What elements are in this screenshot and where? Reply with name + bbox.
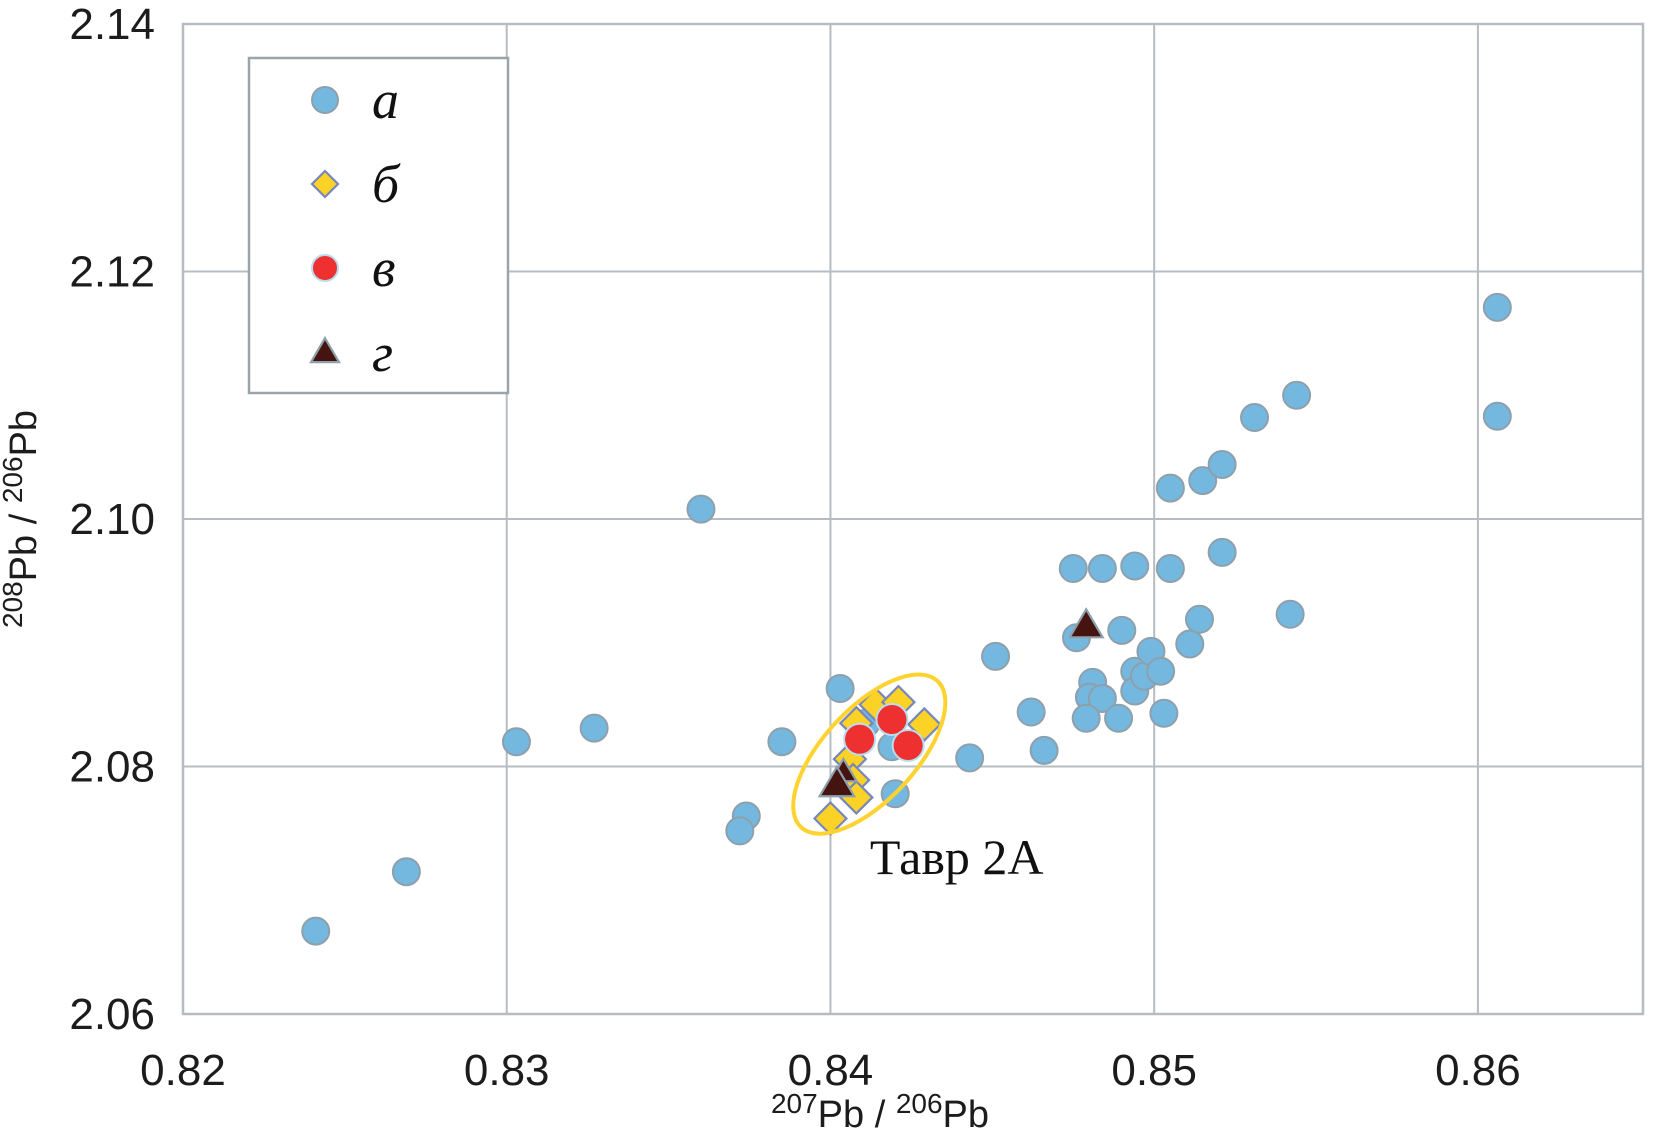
legend-label: а: [372, 70, 399, 130]
data-point: [1155, 554, 1185, 583]
data-point: [686, 494, 716, 524]
x-tick-label: 0.82: [140, 1046, 226, 1095]
data-point: [1155, 473, 1185, 503]
data-point: [1071, 703, 1101, 733]
series-в: [843, 702, 925, 762]
data-point: [579, 713, 609, 743]
x-tick-label: 0.83: [464, 1046, 550, 1095]
legend-item-г: г: [309, 323, 393, 383]
data-point: [891, 728, 925, 762]
y-tick-label: 2.12: [69, 248, 155, 297]
legend-item-в: в: [311, 238, 395, 298]
series-г: [817, 607, 1105, 798]
legend-label: в: [372, 238, 395, 298]
series-б: [812, 684, 942, 837]
data-point: [875, 702, 909, 736]
data-point: [1107, 615, 1137, 645]
x-tick-label: 0.86: [1435, 1046, 1521, 1095]
data-point: [1067, 607, 1105, 639]
data-point: [1058, 554, 1088, 583]
data-point: [1120, 551, 1150, 581]
y-tick-label: 2.06: [69, 990, 155, 1039]
data-point: [1275, 599, 1305, 629]
data-point: [391, 857, 421, 887]
data-point: [1188, 466, 1218, 496]
data-point: [1207, 537, 1237, 567]
data-point: [1146, 656, 1176, 686]
data-point: [1087, 554, 1117, 583]
y-tick-label: 2.14: [69, 0, 155, 49]
data-point: [767, 727, 797, 757]
data-point: [817, 764, 857, 798]
data-point: [955, 743, 985, 773]
data-point: [1149, 698, 1179, 728]
cluster-ellipse: [791, 672, 948, 836]
legend-item-а: а: [311, 70, 399, 130]
legend-label: б: [372, 154, 401, 214]
legend-box: [247, 56, 510, 395]
data-point: [501, 727, 531, 757]
data-point: [309, 335, 341, 364]
data-point: [1184, 604, 1214, 634]
data-point: [1482, 292, 1512, 322]
data-point: [1029, 735, 1059, 765]
plot-border: [181, 22, 1645, 1016]
data-point: [301, 916, 331, 946]
data-point: [1016, 697, 1046, 727]
data-point: [311, 254, 339, 282]
data-point: [825, 674, 855, 704]
data-point: [725, 816, 755, 846]
x-tick-labels: 0.82 0.83 0.84 0.85 0.86: [140, 1046, 1521, 1095]
y-axis-label: 208Pb / 206Pb: [0, 410, 45, 628]
data-point: [1282, 380, 1312, 410]
data-point: [981, 641, 1011, 671]
x-axis-label: 207Pb / 206Pb: [771, 1088, 989, 1136]
y-tick-labels: 2.06 2.08 2.10 2.12 2.14: [69, 0, 155, 1039]
data-point: [1240, 403, 1270, 433]
data-point: [843, 722, 877, 756]
data-point: [1087, 683, 1117, 713]
data-point: [1207, 450, 1237, 480]
x-tick-label: 0.85: [1111, 1046, 1197, 1095]
data-point: [1482, 401, 1512, 431]
data-point: [906, 706, 942, 742]
data-point: [1104, 703, 1134, 733]
data-point: [1175, 629, 1205, 659]
data-point: [311, 86, 339, 114]
data-point: [310, 169, 340, 199]
legend-label: г: [372, 323, 393, 383]
y-tick-label: 2.10: [69, 495, 155, 544]
cluster-label: Тавр 2А: [870, 829, 1044, 885]
x-tick-label: 0.84: [788, 1046, 874, 1095]
legend-item-б: б: [310, 154, 401, 214]
y-tick-label: 2.08: [69, 743, 155, 792]
